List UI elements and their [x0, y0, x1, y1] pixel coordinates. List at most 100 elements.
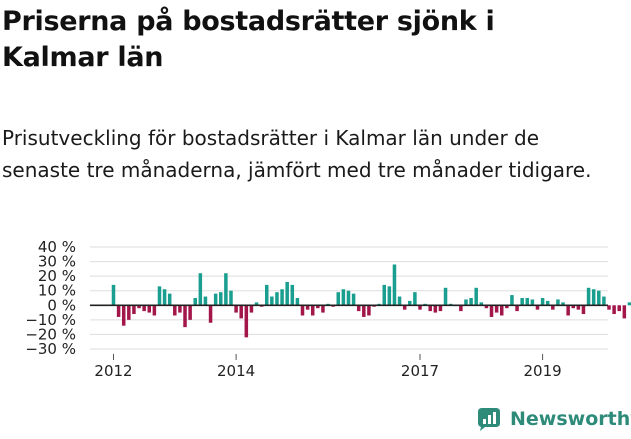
bar: [617, 305, 621, 312]
bar: [443, 287, 448, 306]
bar: [362, 305, 366, 317]
bar: [280, 289, 284, 306]
bar: [152, 305, 157, 316]
bar: [229, 290, 233, 306]
bar: [127, 305, 131, 320]
bar: [321, 305, 325, 313]
bar: [264, 284, 269, 306]
bar: [275, 292, 279, 306]
bar: [408, 300, 412, 306]
bar: [224, 273, 228, 306]
bar: [392, 264, 397, 306]
bar: [459, 305, 463, 312]
bar: [607, 305, 611, 310]
bar: [162, 289, 167, 306]
newsworthy-brand: Newsworthy: [476, 406, 631, 432]
bar: [545, 300, 550, 306]
bar: [433, 305, 438, 313]
x-tick-label: 2019: [524, 362, 562, 380]
bar: [147, 305, 152, 313]
chart-subtitle: Prisutveckling för bostadsrätter i Kalma…: [2, 126, 592, 182]
bar: [591, 289, 596, 306]
bar: [249, 305, 254, 313]
bar: [397, 296, 402, 306]
bar: [142, 305, 146, 312]
bar: [198, 273, 203, 306]
bar: [178, 305, 182, 313]
bar: [499, 305, 504, 316]
bar: [295, 298, 300, 306]
bar: [551, 305, 555, 310]
bar: [239, 305, 243, 319]
bar: [515, 305, 519, 312]
bar: [300, 305, 305, 316]
bar: [413, 292, 417, 306]
bar: [193, 298, 197, 306]
bar: [586, 287, 591, 306]
bar: [316, 305, 320, 309]
y-tick-label: −30 %: [25, 340, 76, 358]
bar: [208, 305, 213, 323]
bar: [627, 302, 631, 306]
bar: [576, 305, 581, 310]
y-tick-label: −10 %: [25, 311, 76, 329]
bar: [157, 286, 162, 306]
bar: [597, 290, 601, 306]
x-tick-label: 2012: [94, 362, 132, 380]
chart-title: Priserna på bostadsrätter sjönk i Kalmar…: [2, 6, 495, 73]
bar: [173, 305, 177, 316]
bar: [469, 298, 473, 306]
bar: [602, 296, 606, 306]
y-tick-label: 0 %: [47, 296, 76, 314]
bar: [489, 305, 494, 317]
bar: [305, 305, 310, 310]
bar: [234, 305, 238, 313]
bar: [464, 299, 468, 306]
bar: [341, 289, 346, 306]
bar: [428, 305, 432, 312]
bar: [137, 305, 141, 309]
bar: [438, 305, 443, 312]
bar: [188, 305, 192, 320]
bar-chart: 40 %30 %20 %10 %0 %−10 %−20 %−30 % 2012 20…: [25, 238, 631, 380]
bar: [254, 302, 259, 306]
bar: [530, 299, 535, 306]
bar: [484, 305, 489, 309]
bar: [382, 284, 386, 306]
bar: [167, 293, 172, 306]
bar: [346, 290, 351, 306]
newsworthy-logo-icon: [478, 408, 500, 431]
bar: [566, 305, 570, 316]
bar: [356, 305, 361, 312]
bar: [351, 293, 356, 306]
y-tick-label: 10 %: [38, 282, 76, 300]
bar: [540, 298, 545, 306]
bar: [418, 305, 422, 310]
bar: [244, 305, 249, 338]
bar: [556, 299, 560, 306]
bar: [132, 305, 136, 315]
bar: [581, 305, 586, 315]
x-tick-label: 2014: [217, 362, 255, 380]
y-tick-label: 30 %: [38, 253, 76, 271]
bar: [561, 302, 565, 306]
bar: [402, 305, 407, 310]
bar: [367, 305, 371, 316]
bar: [494, 305, 499, 313]
bar: [203, 296, 208, 306]
bar: [387, 286, 392, 306]
bar: [535, 305, 540, 310]
bar: [479, 302, 484, 306]
bar: [474, 287, 478, 306]
y-tick-label: 20 %: [38, 267, 76, 285]
bar: [510, 295, 514, 306]
bar: [525, 298, 530, 306]
bar: [213, 293, 218, 306]
bar: [121, 305, 126, 326]
y-tick-label: −20 %: [25, 325, 76, 343]
bar: [505, 305, 509, 309]
brand-name: Newsworthy: [510, 408, 631, 430]
x-tick-label: 2017: [401, 362, 439, 380]
bar: [290, 284, 295, 306]
bar: [520, 298, 524, 306]
